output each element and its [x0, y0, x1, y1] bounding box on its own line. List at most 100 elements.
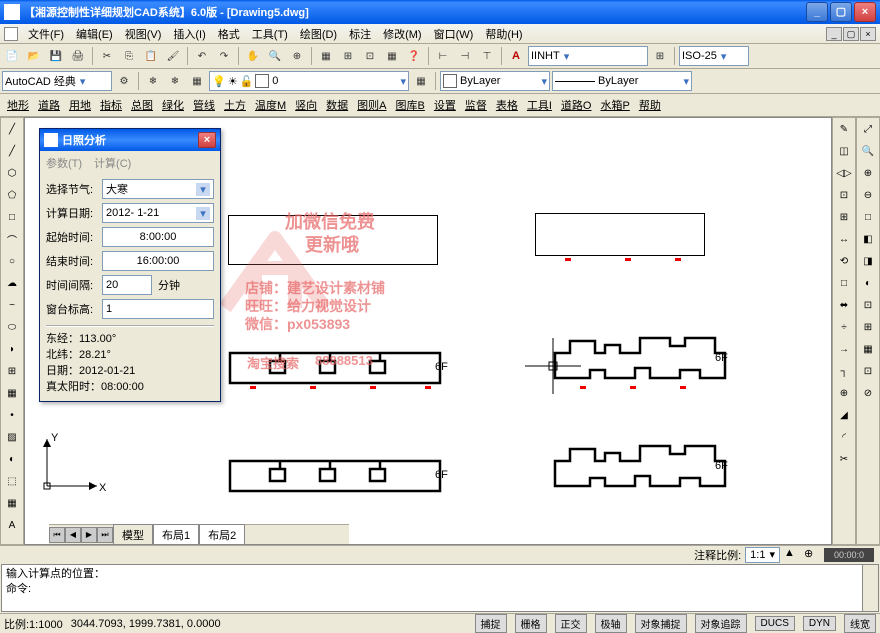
cut-icon[interactable]: ✂ — [97, 46, 117, 66]
textmgr-icon[interactable]: ⊞ — [650, 46, 670, 66]
xline-icon[interactable]: ╱ — [1, 140, 23, 162]
mdi-max[interactable]: ▢ — [843, 27, 859, 41]
dialog-close-button[interactable]: × — [198, 132, 216, 148]
tool4-icon[interactable]: ▦ — [382, 46, 402, 66]
toggle-grid[interactable]: 栅格 — [515, 614, 547, 633]
print-icon[interactable]: 🖨 — [68, 46, 88, 66]
xm-water[interactable]: 水箱P — [597, 96, 632, 114]
save-icon[interactable]: 💾 — [46, 46, 66, 66]
rotate-icon[interactable]: ⟲ — [833, 250, 855, 272]
xm-tool[interactable]: 工具I — [524, 96, 555, 114]
help-icon[interactable]: ❓ — [404, 46, 424, 66]
workspace-combo[interactable]: AutoCAD 经典 ▾ — [2, 71, 112, 91]
view3-icon[interactable]: ▦ — [857, 338, 879, 360]
zoomall-icon[interactable]: ◧ — [857, 228, 879, 250]
open-icon[interactable]: 📂 — [24, 46, 44, 66]
date-combo[interactable]: 2012- 1-21▾ — [102, 203, 214, 223]
xm-road[interactable]: 道路 — [35, 96, 63, 114]
menu-dim[interactable]: 标注 — [343, 24, 377, 44]
view2-icon[interactable]: ⊞ — [857, 316, 879, 338]
break-icon[interactable]: ┐ — [833, 360, 855, 382]
layer-tool2-icon[interactable]: ❄ — [165, 71, 185, 91]
command-text[interactable]: 输入计算点的位置： 命令: — [2, 565, 862, 611]
tab-last-icon[interactable]: ⏭ — [97, 527, 113, 543]
menu-help[interactable]: 帮助(H) — [479, 24, 528, 44]
minimize-button[interactable]: _ — [806, 2, 828, 22]
dim-style-combo[interactable]: ISO-25 ▾ — [679, 46, 749, 66]
rect-icon[interactable]: □ — [1, 206, 23, 228]
anno-icon2[interactable]: ⊕ — [804, 547, 820, 563]
toggle-ortho[interactable]: 正交 — [555, 614, 587, 633]
dim3-icon[interactable]: ⊤ — [477, 46, 497, 66]
end-field[interactable]: 16:00:00 — [102, 251, 214, 271]
tab-layout1[interactable]: 布局1 — [153, 524, 199, 546]
toggle-lwt[interactable]: 线宽 — [844, 614, 876, 633]
tab-first-icon[interactable]: ⏮ — [49, 527, 65, 543]
zoomext-icon[interactable]: ◨ — [857, 250, 879, 272]
color-combo[interactable]: ByLayer ▾ — [440, 71, 550, 91]
circle-icon[interactable]: ○ — [1, 250, 23, 272]
anno-icon1[interactable]: ▲ — [784, 547, 800, 563]
xm-earth[interactable]: 土方 — [221, 96, 249, 114]
xm-land[interactable]: 用地 — [66, 96, 94, 114]
spline-icon[interactable]: ~ — [1, 294, 23, 316]
menu-window[interactable]: 窗口(W) — [428, 24, 480, 44]
pline-icon[interactable]: ⬡ — [1, 162, 23, 184]
menu-tools[interactable]: 工具(T) — [246, 24, 294, 44]
copy2-icon[interactable]: ◫ — [833, 140, 855, 162]
zoom3-icon[interactable]: 🔍 — [857, 140, 879, 162]
mirror-icon[interactable]: ◁▷ — [833, 162, 855, 184]
anno-scale-combo[interactable]: 1:1 ▾ — [745, 547, 780, 563]
explode-icon[interactable]: ✂ — [833, 448, 855, 470]
zoom2-icon[interactable]: ⊕ — [287, 46, 307, 66]
fillet-icon[interactable]: ◜ — [833, 426, 855, 448]
xm-help[interactable]: 帮助 — [636, 96, 664, 114]
xm-data[interactable]: 数据 — [323, 96, 351, 114]
menu-draw[interactable]: 绘图(D) — [294, 24, 343, 44]
dialog-tab-params[interactable]: 参数(T) — [46, 155, 82, 171]
layer-combo[interactable]: 💡 ☀ 🔓 0 ▾ — [209, 71, 409, 91]
menu-view[interactable]: 视图(V) — [119, 24, 168, 44]
ellipse-icon[interactable]: ⬭ — [1, 316, 23, 338]
xm-roado[interactable]: 道路O — [558, 96, 595, 114]
toggle-ducs[interactable]: DUCS — [755, 616, 795, 631]
view5-icon[interactable]: ⊘ — [857, 382, 879, 404]
insert-icon[interactable]: ⊞ — [1, 360, 23, 382]
view1-icon[interactable]: ⊡ — [857, 294, 879, 316]
cmd-scrollbar[interactable] — [862, 565, 878, 611]
menu-file[interactable]: 文件(F) — [22, 24, 70, 44]
xm-rulea[interactable]: 图则A — [354, 96, 389, 114]
point-icon[interactable]: • — [1, 404, 23, 426]
xm-libb[interactable]: 图库B — [393, 96, 428, 114]
designctr-icon[interactable]: ⊞ — [338, 46, 358, 66]
menu-edit[interactable]: 编辑(E) — [70, 24, 119, 44]
tab-prev-icon[interactable]: ◀ — [65, 527, 81, 543]
xm-index[interactable]: 指标 — [97, 96, 125, 114]
zoomout-icon[interactable]: ⊖ — [857, 184, 879, 206]
toggle-polar[interactable]: 极轴 — [595, 614, 627, 633]
chamfer-icon[interactable]: ◢ — [833, 404, 855, 426]
toggle-osnap[interactable]: 对象捕捉 — [635, 614, 687, 633]
mdi-min[interactable]: _ — [826, 27, 842, 41]
tab-next-icon[interactable]: ▶ — [81, 527, 97, 543]
scale-icon[interactable]: □ — [833, 272, 855, 294]
maximize-button[interactable]: ▢ — [830, 2, 852, 22]
menu-format[interactable]: 格式 — [212, 24, 246, 44]
arc-icon[interactable]: ⌒ — [1, 228, 23, 250]
tool3-icon[interactable]: ⊡ — [360, 46, 380, 66]
copy-icon[interactable]: ⎘ — [119, 46, 139, 66]
region-icon[interactable]: ⬚ — [1, 470, 23, 492]
dist-icon[interactable]: ⤢ — [857, 118, 879, 140]
layer-tool3-icon[interactable]: ▦ — [187, 71, 207, 91]
toggle-dyn[interactable]: DYN — [803, 616, 836, 631]
toggle-otrack[interactable]: 对象追踪 — [695, 614, 747, 633]
xm-green[interactable]: 绿化 — [159, 96, 187, 114]
xm-master[interactable]: 总图 — [128, 96, 156, 114]
join-icon[interactable]: ⊕ — [833, 382, 855, 404]
layer-mgr-icon[interactable]: ▦ — [411, 71, 431, 91]
close-button[interactable]: × — [854, 2, 876, 22]
stretch-icon[interactable]: ⬌ — [833, 294, 855, 316]
dialog-tab-calc[interactable]: 计算(C) — [94, 155, 131, 171]
text-a-icon[interactable]: A — [506, 46, 526, 66]
menu-insert[interactable]: 插入(I) — [167, 24, 211, 44]
